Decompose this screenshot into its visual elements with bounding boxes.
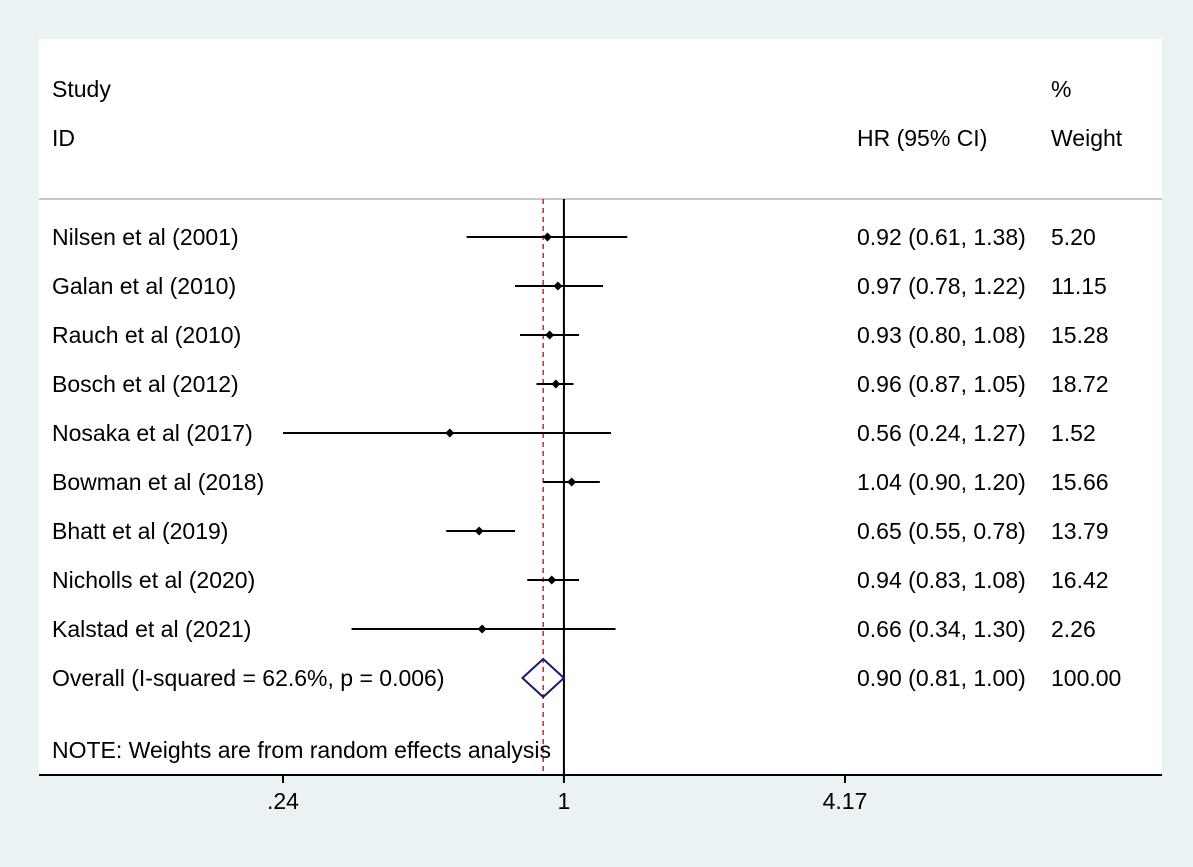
point-estimate-marker	[553, 281, 563, 291]
note-text: NOTE: Weights are from random effects an…	[52, 737, 551, 763]
weight-value: 13.79	[1051, 518, 1109, 544]
weight-value: 15.66	[1051, 469, 1109, 495]
weight-value: 1.52	[1051, 420, 1096, 446]
x-tick-label: .24	[267, 788, 299, 814]
overall-weight-value: 100.00	[1051, 665, 1121, 691]
id-header: ID	[52, 125, 75, 151]
point-estimate-marker	[477, 624, 487, 634]
point-estimate-marker	[547, 575, 557, 585]
forest-marks: Nilsen et al (2001) 0.92 (0.61, 1.38) 5.20…	[52, 199, 1121, 775]
study-label: Nilsen et al (2001)	[52, 224, 239, 250]
weight-value: 15.28	[1051, 322, 1109, 348]
overall-label: Overall (I-squared = 62.6%, p = 0.006)	[52, 665, 445, 691]
study-label: Bowman et al (2018)	[52, 469, 264, 495]
weight-percent-header: %	[1051, 76, 1071, 102]
x-tick-label: 4.17	[823, 788, 868, 814]
weight-value: 16.42	[1051, 567, 1109, 593]
hr-ci-value: 0.66 (0.34, 1.30)	[857, 616, 1026, 642]
forest-plot-panel: Study ID % HR (95% CI) Weight Nilsen et …	[39, 39, 1162, 814]
point-estimate-marker	[445, 428, 455, 438]
x-axis-ticks: .24 1 4.17	[267, 775, 867, 814]
study-label: Galan et al (2010)	[52, 273, 236, 299]
hr-ci-header: HR (95% CI)	[857, 125, 987, 151]
hr-ci-value: 0.97 (0.78, 1.22)	[857, 273, 1026, 299]
forest-plot: Study ID % HR (95% CI) Weight Nilsen et …	[39, 76, 1162, 814]
study-header: Study	[52, 76, 111, 102]
hr-ci-value: 0.94 (0.83, 1.08)	[857, 567, 1026, 593]
hr-ci-value: 1.04 (0.90, 1.20)	[857, 469, 1026, 495]
hr-ci-value: 0.92 (0.61, 1.38)	[857, 224, 1026, 250]
study-label: Nosaka et al (2017)	[52, 420, 253, 446]
weight-value: 11.15	[1051, 273, 1107, 299]
study-label: Kalstad et al (2021)	[52, 616, 251, 642]
study-label: Nicholls et al (2020)	[52, 567, 255, 593]
study-label: Bosch et al (2012)	[52, 371, 239, 397]
x-tick-label: 1	[558, 788, 571, 814]
study-label: Rauch et al (2010)	[52, 322, 241, 348]
weight-value: 2.26	[1051, 616, 1096, 642]
hr-ci-value: 0.65 (0.55, 0.78)	[857, 518, 1026, 544]
hr-ci-value: 0.96 (0.87, 1.05)	[857, 371, 1026, 397]
overall-diamond	[520, 657, 566, 699]
hr-ci-value: 0.93 (0.80, 1.08)	[857, 322, 1026, 348]
point-estimate-marker	[545, 330, 555, 340]
point-estimate-marker	[551, 379, 561, 389]
point-estimate-marker	[543, 232, 553, 242]
hr-ci-value: 0.56 (0.24, 1.27)	[857, 420, 1026, 446]
study-label: Bhatt et al (2019)	[52, 518, 228, 544]
point-estimate-marker	[567, 477, 577, 487]
weight-value: 18.72	[1051, 371, 1109, 397]
weight-header: Weight	[1051, 125, 1123, 151]
point-estimate-marker	[474, 526, 484, 536]
overall-hr-ci-value: 0.90 (0.81, 1.00)	[857, 665, 1026, 691]
weight-value: 5.20	[1051, 224, 1096, 250]
